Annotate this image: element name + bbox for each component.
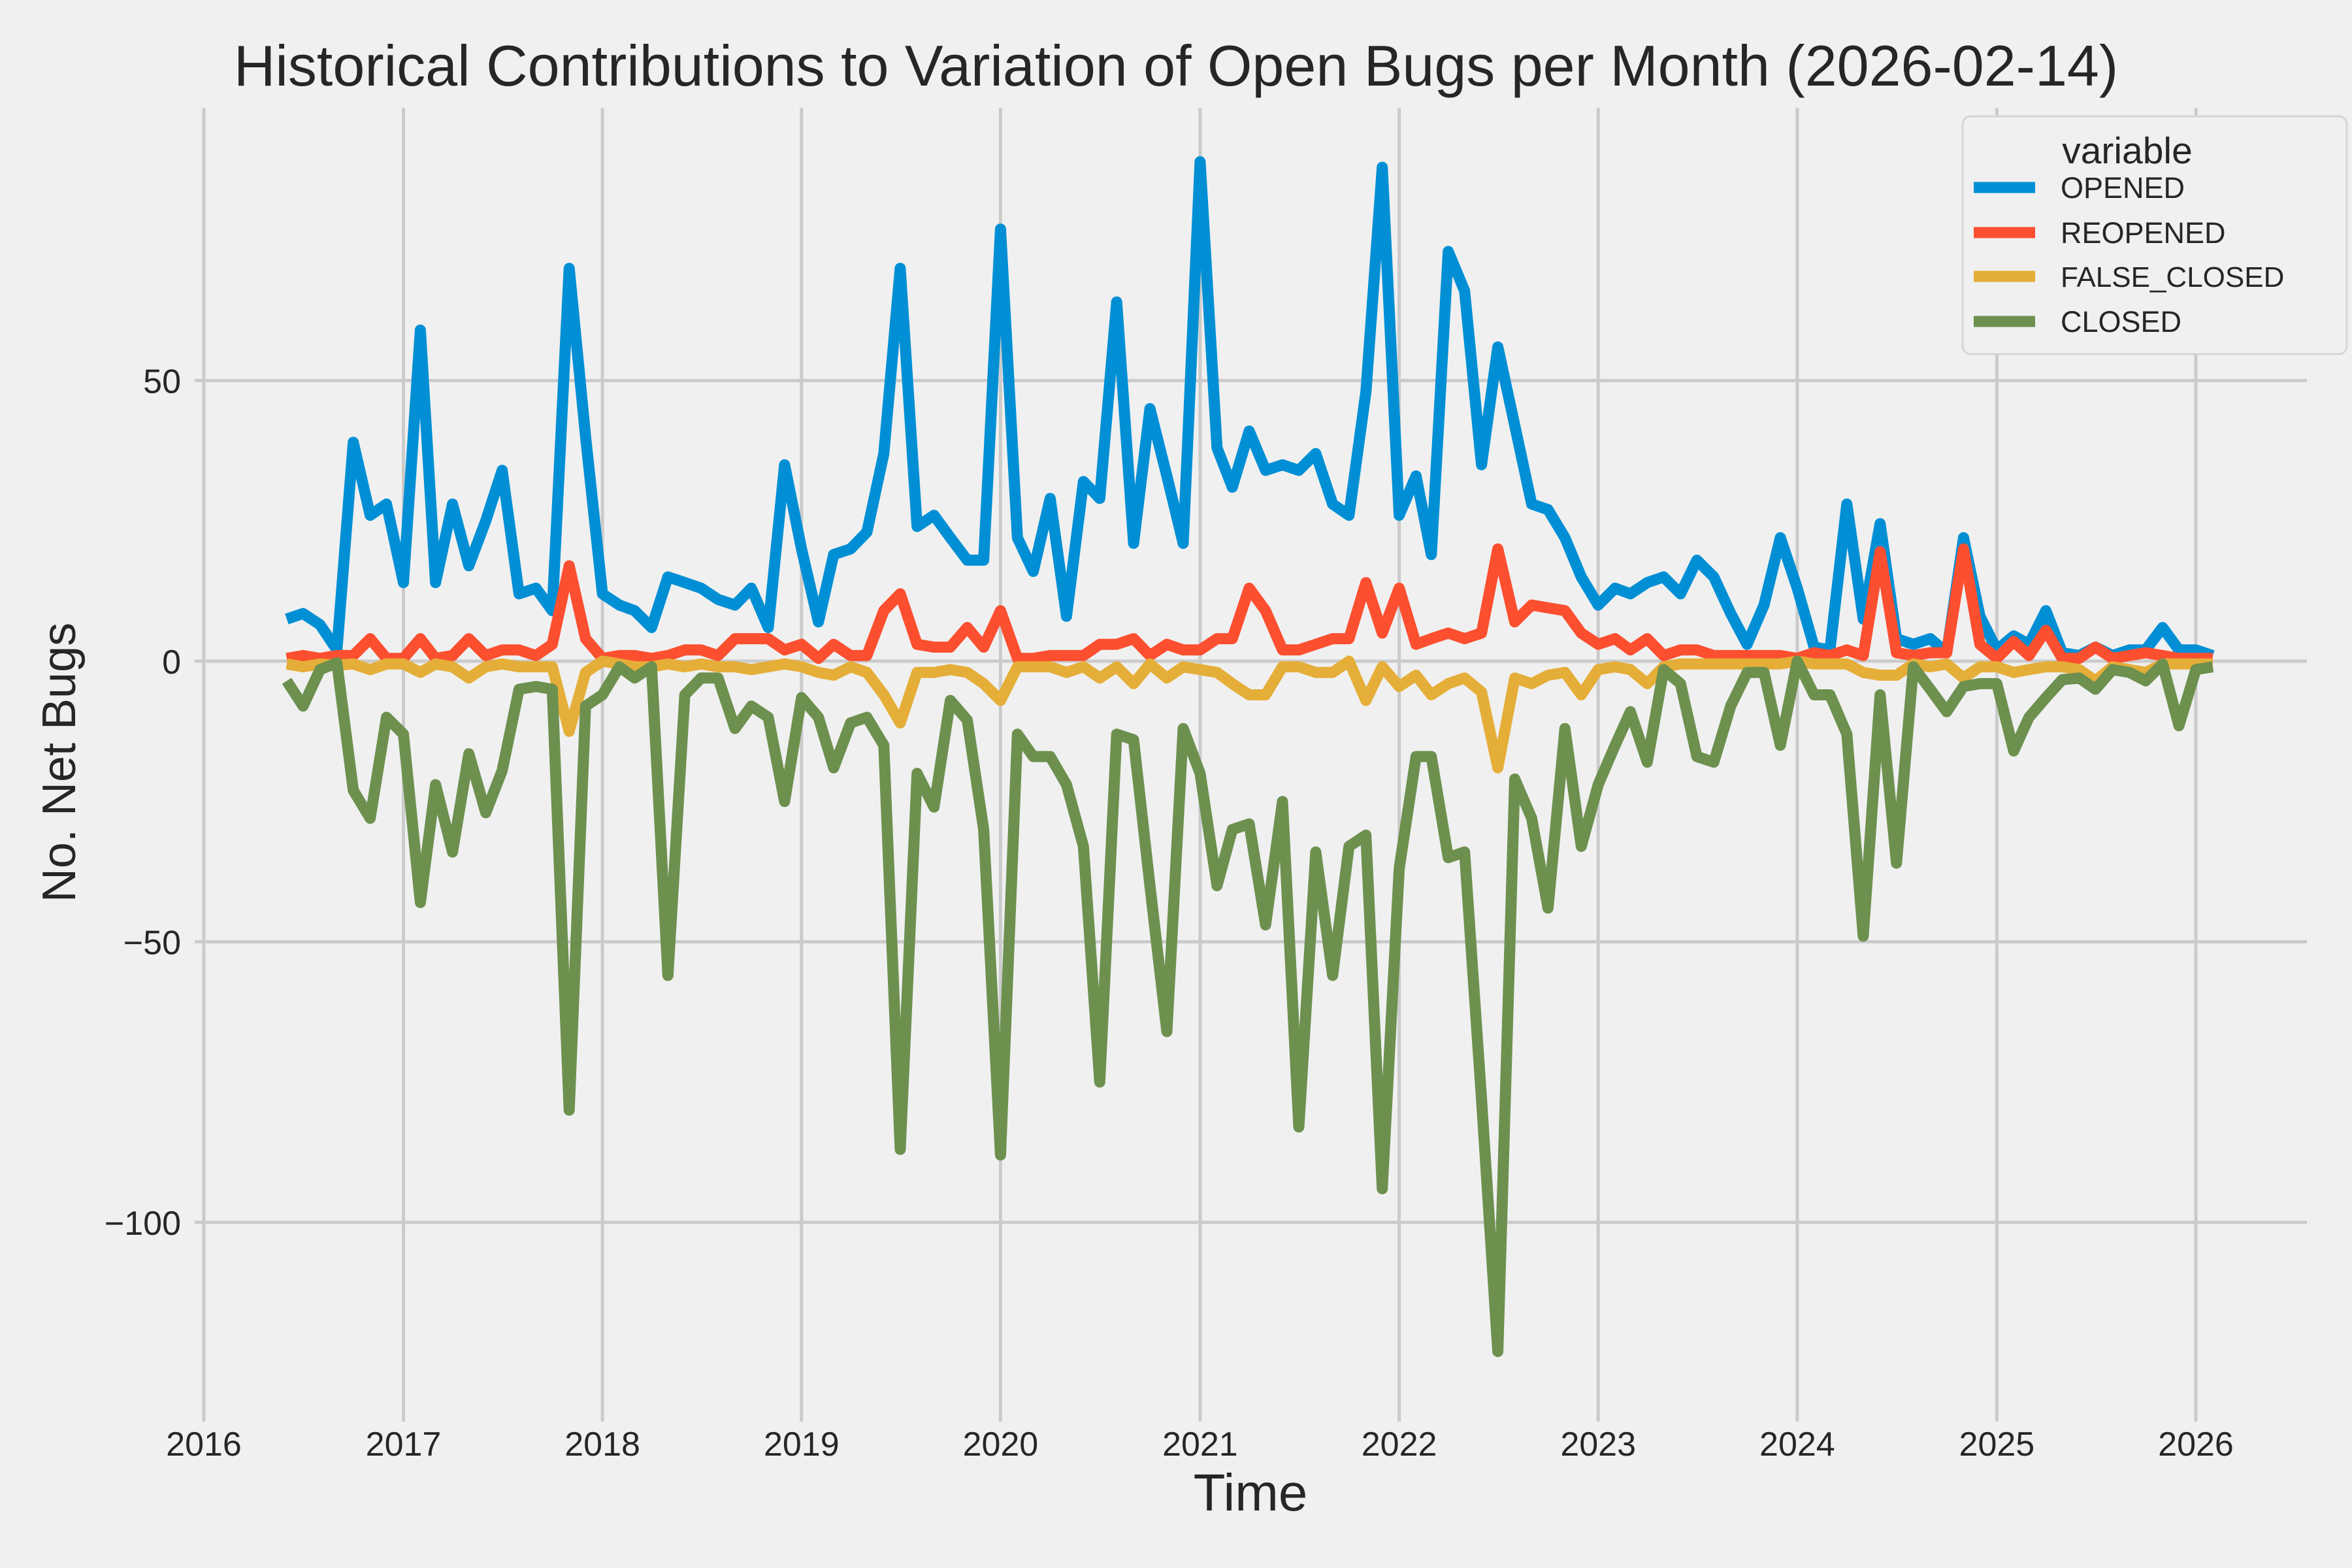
svg-text:variable: variable <box>2062 130 2193 172</box>
svg-text:2020: 2020 <box>963 1426 1039 1463</box>
svg-text:CLOSED: CLOSED <box>2061 305 2181 338</box>
svg-text:2022: 2022 <box>1362 1426 1437 1463</box>
svg-text:2024: 2024 <box>1759 1426 1835 1463</box>
svg-text:2018: 2018 <box>564 1426 640 1463</box>
svg-text:2016: 2016 <box>166 1426 242 1463</box>
svg-text:Historical Contributions to Va: Historical Contributions to Variation of… <box>234 33 2118 98</box>
svg-text:2019: 2019 <box>764 1426 840 1463</box>
svg-text:−100: −100 <box>105 1205 181 1243</box>
svg-text:2023: 2023 <box>1560 1426 1636 1463</box>
svg-text:2017: 2017 <box>366 1426 442 1463</box>
svg-text:Time: Time <box>1194 1463 1308 1522</box>
svg-text:FALSE_CLOSED: FALSE_CLOSED <box>2061 261 2284 293</box>
svg-text:2025: 2025 <box>1959 1426 2035 1463</box>
svg-text:OPENED: OPENED <box>2061 171 2185 204</box>
svg-text:REOPENED: REOPENED <box>2061 216 2226 250</box>
svg-text:0: 0 <box>162 644 181 681</box>
svg-text:50: 50 <box>143 363 181 401</box>
svg-text:−50: −50 <box>123 924 181 962</box>
svg-text:No. Net Bugs: No. Net Bugs <box>33 623 86 902</box>
svg-text:2026: 2026 <box>2158 1426 2234 1463</box>
svg-text:2021: 2021 <box>1162 1426 1238 1463</box>
